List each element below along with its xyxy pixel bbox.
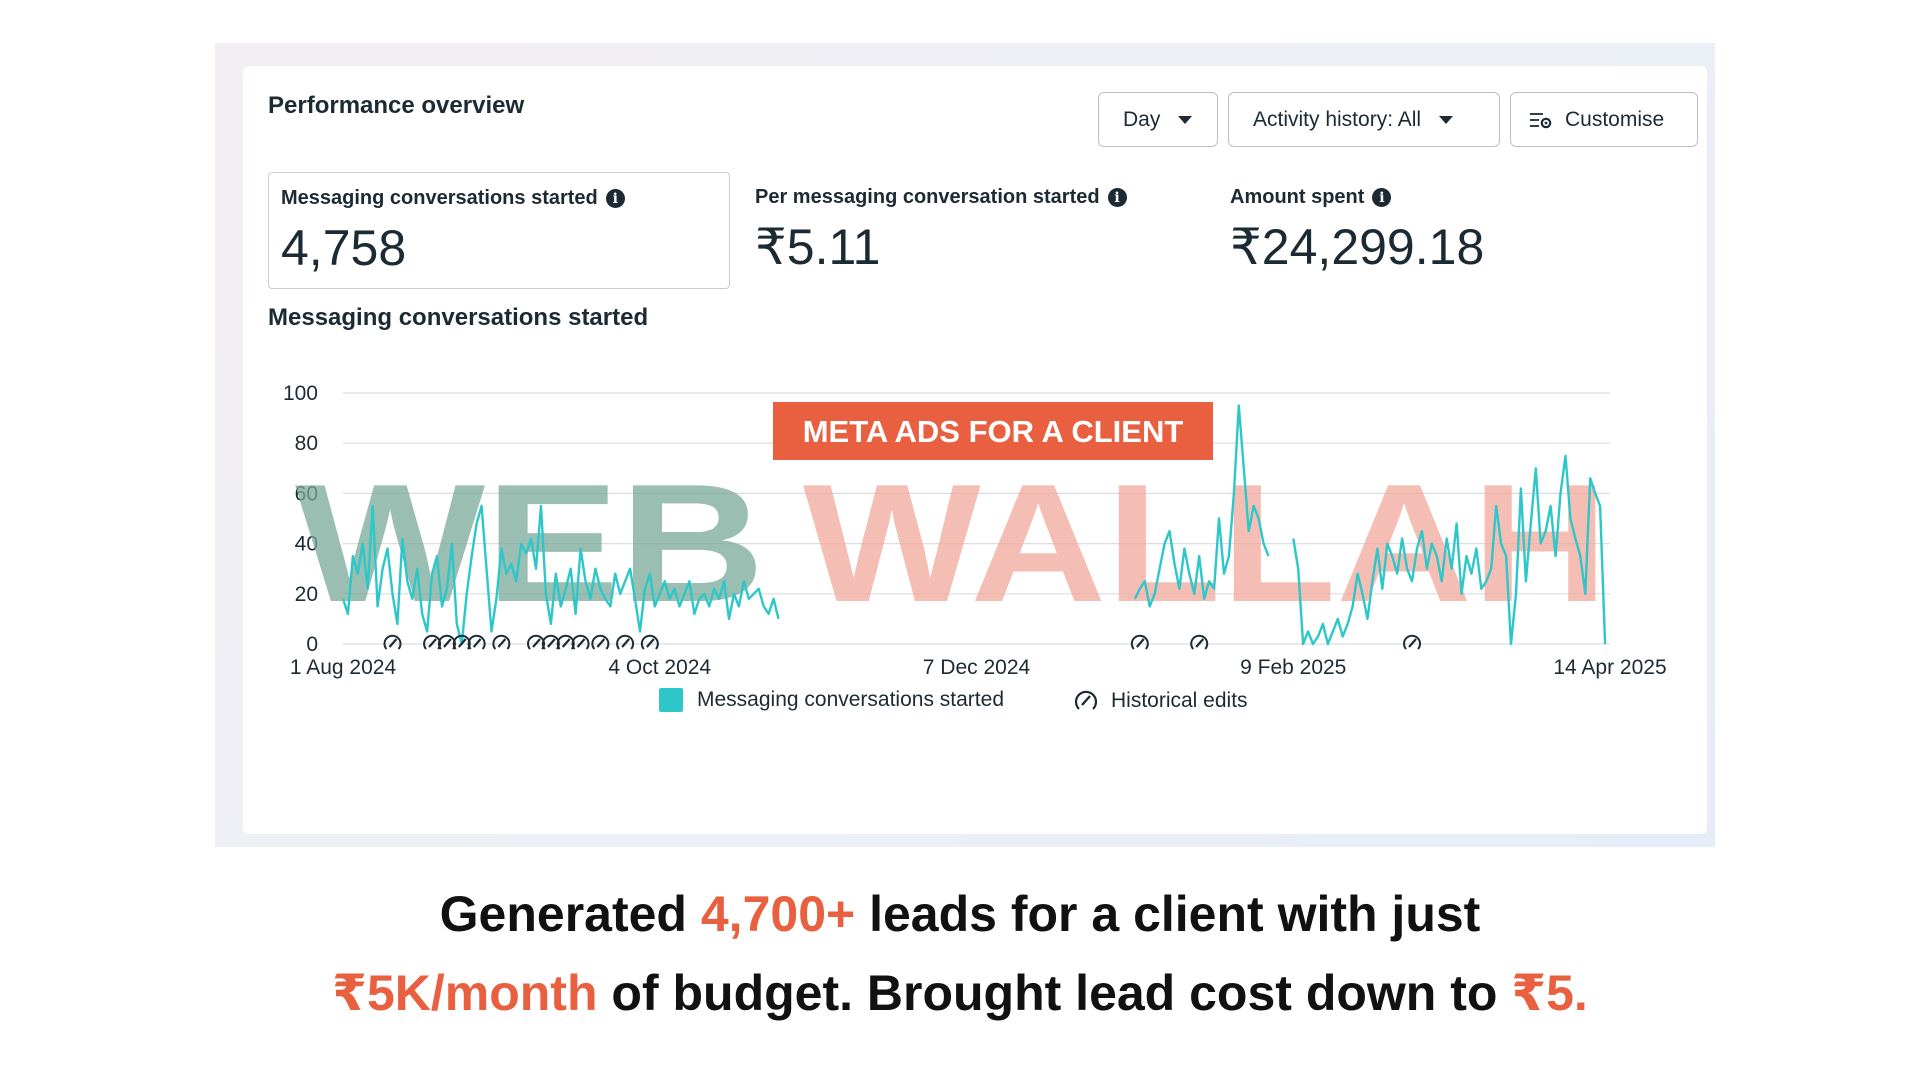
y-tick-label: 40 [295, 533, 318, 556]
day-dropdown-label: Day [1123, 107, 1161, 131]
y-tick-label: 100 [283, 382, 318, 405]
info-icon[interactable]: i [1107, 188, 1127, 207]
historical-edit-marker [591, 634, 610, 650]
metric-label: Per messaging conversation started [755, 186, 1100, 208]
x-tick-label: 7 Dec 2024 [923, 656, 1031, 679]
card-title: Performance overview [268, 92, 525, 119]
legend-item-messaging[interactable]: Messaging conversations started [659, 688, 1004, 712]
performance-card: Performance overview Day Activity histor… [243, 66, 1707, 834]
legend-swatch [659, 688, 683, 712]
legend-item-historical-edits[interactable]: Historical edits [1073, 688, 1248, 714]
metric-cost-per-conversation[interactable]: Per messaging conversation started i ₹5.… [743, 172, 1203, 289]
y-tick-label: 60 [295, 482, 318, 505]
series-line [1292, 454, 1607, 646]
series-line [341, 504, 780, 646]
metric-value: ₹5.11 [755, 219, 881, 275]
y-tick-label: 80 [295, 432, 318, 455]
caption-highlight: 4,700+ [700, 886, 856, 942]
info-icon[interactable]: i [605, 189, 625, 208]
metric-value: 4,758 [281, 220, 407, 276]
metric-label: Messaging conversations started [281, 187, 598, 209]
day-dropdown[interactable]: Day [1098, 92, 1218, 147]
caption-highlight: ₹5K/month [332, 965, 598, 1021]
metric-value: ₹24,299.18 [1230, 219, 1485, 275]
historical-edit-marker [1190, 634, 1209, 650]
historical-edit-marker [1130, 634, 1149, 650]
caret-down-icon [1178, 115, 1193, 124]
x-tick-label: 4 Oct 2024 [608, 656, 711, 679]
activity-history-label: Activity history: All [1253, 107, 1422, 131]
watermark-badge [773, 402, 1213, 460]
caption-text: leads for a client with just [855, 886, 1481, 942]
x-tick-label: 9 Feb 2025 [1240, 656, 1346, 679]
legend-label: Historical edits [1111, 689, 1248, 712]
historical-edit-marker [541, 634, 560, 650]
watermark-wallah: WALLAH [803, 449, 1608, 637]
customise-label: Customise [1565, 107, 1665, 131]
historical-edit-marker [438, 634, 456, 650]
caption-text: of budget. Brought lead cost down to [597, 965, 1512, 1021]
activity-history-dropdown[interactable]: Activity history: All [1228, 92, 1500, 147]
caret-down-icon [1439, 115, 1454, 124]
historical-edit-marker [556, 634, 575, 650]
line-chart: 0 20 40 60 80 100 1 Aug 2024 4 Oct 2024 7 Dec 20… [283, 382, 1667, 679]
y-tick-label: 0 [306, 633, 318, 656]
historical-edit-marker [492, 634, 511, 650]
caption-line-2: ₹5K/month of budget. Brought lead cost d… [0, 964, 1920, 1022]
historical-edit-marker [571, 634, 590, 650]
customise-settings-icon [1530, 112, 1552, 128]
info-icon[interactable]: i [1372, 188, 1392, 207]
caption-highlight: ₹5. [1511, 965, 1588, 1021]
x-tick-label: 14 Apr 2025 [1553, 656, 1666, 679]
metric-label: Amount spent [1230, 186, 1365, 208]
historical-edit-marker [467, 634, 486, 650]
metric-amount-spent[interactable]: Amount spent i ₹24,299.18 [1218, 172, 1678, 289]
historical-edit-marker [640, 634, 659, 650]
historical-edit-marker [423, 634, 442, 650]
caption-line-1: Generated 4,700+ leads for a client with… [0, 885, 1920, 943]
customise-button[interactable]: Customise [1510, 92, 1698, 147]
chart-title: Messaging conversations started [268, 304, 649, 331]
y-tick-label: 20 [295, 583, 318, 606]
series-line [1133, 404, 1270, 608]
caption-text: Generated [439, 886, 701, 942]
historical-edit-marker [527, 634, 545, 650]
historical-edit-marker [383, 634, 402, 650]
watermark-badge-text: META ADS FOR A CLIENT [803, 414, 1184, 449]
metric-messaging-conversations[interactable]: Messaging conversations started i 4,758 [268, 172, 730, 289]
legend-label: Messaging conversations started [697, 688, 1004, 711]
x-tick-label: 1 Aug 2024 [290, 656, 397, 679]
screenshot-frame: Performance overview Day Activity histor… [215, 43, 1715, 847]
historical-edit-marker [1403, 634, 1421, 650]
historical-edit-marker [616, 634, 635, 650]
historical-edit-icon [1074, 690, 1098, 710]
